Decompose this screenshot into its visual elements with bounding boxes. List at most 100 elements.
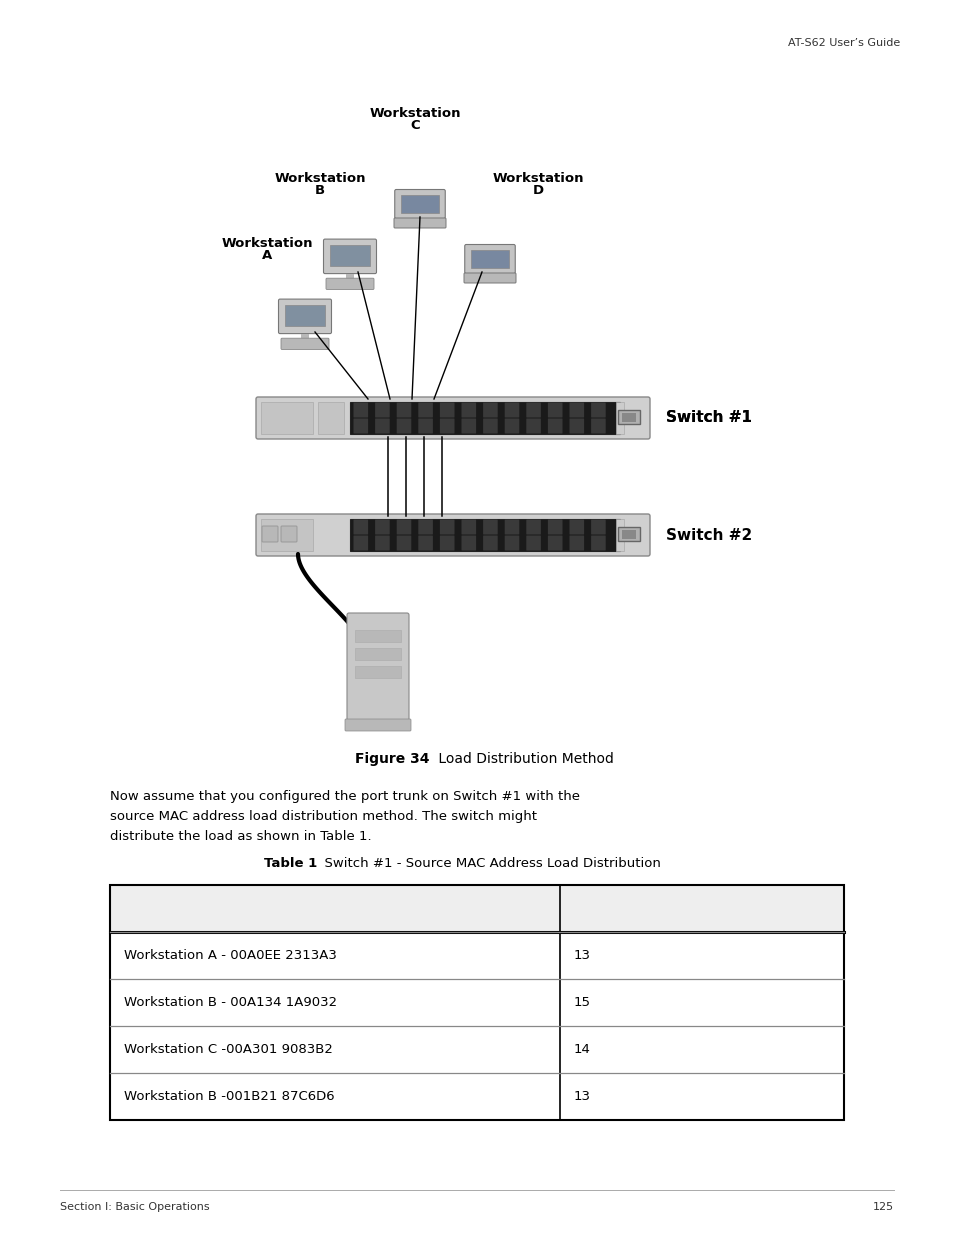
- Text: Switch #1: Switch #1: [665, 410, 751, 426]
- FancyBboxPatch shape: [591, 419, 605, 433]
- FancyBboxPatch shape: [354, 536, 368, 551]
- Text: D: D: [532, 184, 543, 198]
- FancyBboxPatch shape: [354, 403, 368, 417]
- FancyBboxPatch shape: [395, 189, 445, 219]
- FancyBboxPatch shape: [547, 419, 562, 433]
- FancyBboxPatch shape: [323, 240, 376, 274]
- Text: Workstation A - 00A0EE 2313A3: Workstation A - 00A0EE 2313A3: [124, 948, 336, 962]
- FancyBboxPatch shape: [526, 403, 540, 417]
- Text: B: B: [314, 184, 325, 198]
- Text: Workstation: Workstation: [492, 172, 583, 185]
- FancyBboxPatch shape: [504, 520, 518, 535]
- FancyBboxPatch shape: [569, 403, 583, 417]
- Text: Workstation: Workstation: [221, 237, 313, 249]
- FancyBboxPatch shape: [461, 520, 476, 535]
- FancyBboxPatch shape: [417, 520, 433, 535]
- Bar: [355, 666, 400, 678]
- FancyBboxPatch shape: [482, 536, 497, 551]
- FancyBboxPatch shape: [255, 514, 649, 556]
- FancyBboxPatch shape: [591, 520, 605, 535]
- FancyBboxPatch shape: [281, 338, 329, 350]
- Text: A: A: [262, 249, 272, 262]
- Bar: [621, 530, 636, 538]
- FancyBboxPatch shape: [417, 419, 433, 433]
- Bar: [350, 403, 619, 433]
- FancyBboxPatch shape: [526, 536, 540, 551]
- Text: 15: 15: [574, 995, 590, 1009]
- Text: 14: 14: [574, 1044, 590, 1056]
- Text: Table 1: Table 1: [264, 857, 317, 869]
- Bar: [616, 519, 623, 551]
- Text: Source Address: Source Address: [124, 902, 244, 915]
- FancyBboxPatch shape: [396, 536, 411, 551]
- Bar: [261, 403, 313, 433]
- Text: Trunk Port: Trunk Port: [574, 902, 654, 915]
- FancyBboxPatch shape: [569, 419, 583, 433]
- Text: Workstation B - 00A134 1A9032: Workstation B - 00A134 1A9032: [124, 995, 336, 1009]
- FancyBboxPatch shape: [354, 520, 368, 535]
- FancyBboxPatch shape: [396, 520, 411, 535]
- Bar: [330, 245, 370, 266]
- Text: Workstation B -001B21 87C6D6: Workstation B -001B21 87C6D6: [124, 1091, 335, 1103]
- Text: 125: 125: [872, 1202, 893, 1212]
- Bar: [618, 527, 639, 541]
- Text: Switch #1 - Source MAC Address Load Distribution: Switch #1 - Source MAC Address Load Dist…: [315, 857, 660, 869]
- FancyBboxPatch shape: [417, 403, 433, 417]
- FancyBboxPatch shape: [461, 419, 476, 433]
- FancyBboxPatch shape: [547, 536, 562, 551]
- FancyBboxPatch shape: [281, 526, 296, 542]
- FancyBboxPatch shape: [504, 419, 518, 433]
- Bar: [110, 885, 843, 1120]
- Text: Switch #2: Switch #2: [665, 527, 752, 542]
- FancyBboxPatch shape: [591, 536, 605, 551]
- Bar: [355, 630, 400, 642]
- Bar: [110, 885, 843, 932]
- FancyBboxPatch shape: [526, 419, 540, 433]
- FancyBboxPatch shape: [255, 396, 649, 438]
- FancyBboxPatch shape: [375, 419, 389, 433]
- FancyBboxPatch shape: [262, 526, 277, 542]
- FancyBboxPatch shape: [547, 520, 562, 535]
- FancyBboxPatch shape: [375, 520, 389, 535]
- FancyBboxPatch shape: [439, 520, 454, 535]
- Bar: [346, 274, 354, 280]
- FancyBboxPatch shape: [345, 719, 411, 731]
- FancyBboxPatch shape: [482, 419, 497, 433]
- Bar: [301, 335, 309, 340]
- Text: 13: 13: [574, 948, 590, 962]
- Text: AT-S62 User’s Guide: AT-S62 User’s Guide: [787, 38, 899, 48]
- FancyBboxPatch shape: [439, 536, 454, 551]
- Text: Section I: Basic Operations: Section I: Basic Operations: [60, 1202, 210, 1212]
- FancyBboxPatch shape: [396, 419, 411, 433]
- FancyBboxPatch shape: [375, 403, 389, 417]
- Bar: [261, 519, 313, 551]
- Text: Workstation C -00A301 9083B2: Workstation C -00A301 9083B2: [124, 1044, 333, 1056]
- Text: Load Distribution Method: Load Distribution Method: [434, 752, 613, 766]
- Text: Workstation: Workstation: [369, 107, 460, 120]
- Text: C: C: [410, 119, 419, 132]
- FancyBboxPatch shape: [461, 403, 476, 417]
- Text: 13: 13: [574, 1091, 590, 1103]
- FancyBboxPatch shape: [463, 273, 516, 283]
- Bar: [471, 249, 508, 268]
- FancyBboxPatch shape: [396, 403, 411, 417]
- Bar: [355, 648, 400, 659]
- Bar: [317, 403, 344, 433]
- FancyBboxPatch shape: [569, 520, 583, 535]
- FancyBboxPatch shape: [439, 403, 454, 417]
- Text: Figure 34: Figure 34: [355, 752, 430, 766]
- Bar: [401, 195, 438, 212]
- FancyBboxPatch shape: [504, 536, 518, 551]
- FancyBboxPatch shape: [591, 403, 605, 417]
- Text: Now assume that you configured the port trunk on Switch #1 with the: Now assume that you configured the port …: [110, 790, 579, 803]
- FancyBboxPatch shape: [526, 520, 540, 535]
- FancyBboxPatch shape: [375, 536, 389, 551]
- FancyBboxPatch shape: [278, 299, 331, 333]
- FancyBboxPatch shape: [417, 536, 433, 551]
- FancyBboxPatch shape: [354, 419, 368, 433]
- Bar: [618, 410, 639, 424]
- Text: Switch #1: Switch #1: [665, 410, 751, 426]
- Bar: [616, 403, 623, 433]
- FancyBboxPatch shape: [482, 403, 497, 417]
- Text: source MAC address load distribution method. The switch might: source MAC address load distribution met…: [110, 810, 537, 823]
